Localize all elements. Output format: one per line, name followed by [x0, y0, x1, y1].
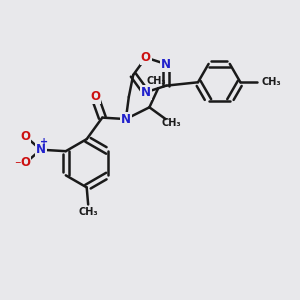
Text: N: N [161, 58, 171, 71]
Text: O: O [20, 130, 30, 143]
Text: N: N [141, 86, 151, 99]
Text: +: + [40, 137, 48, 147]
Text: N: N [36, 143, 46, 156]
Text: ⁻: ⁻ [14, 159, 20, 172]
Text: O: O [90, 91, 100, 103]
Text: CH₃: CH₃ [262, 77, 281, 87]
Text: CH₃: CH₃ [78, 206, 98, 217]
Text: O: O [20, 157, 30, 169]
Text: CH₃: CH₃ [147, 76, 167, 86]
Text: CH₃: CH₃ [162, 118, 181, 128]
Text: O: O [141, 51, 151, 64]
Text: N: N [121, 112, 131, 126]
